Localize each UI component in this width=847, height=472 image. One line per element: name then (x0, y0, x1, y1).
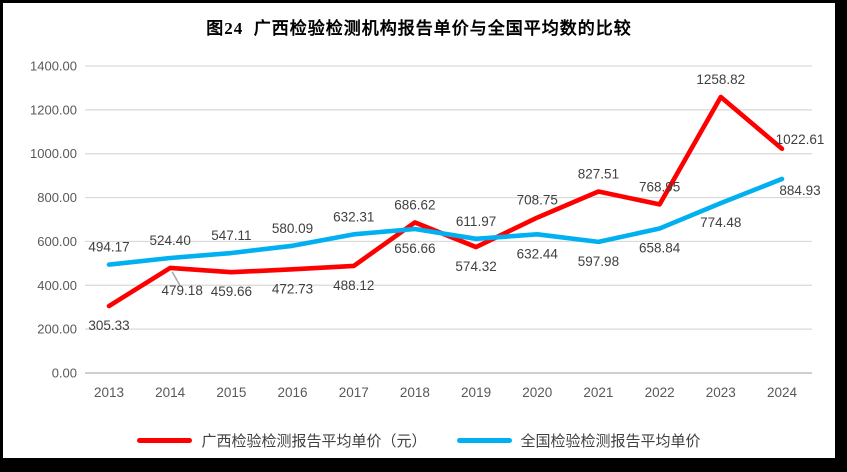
data-label-national-2017: 632.31 (333, 209, 374, 224)
legend-item-guangxi: 广西检验检测报告平均单价（元） (137, 430, 427, 451)
data-label-national-2013: 494.17 (88, 240, 129, 255)
data-label-guangxi-2019: 574.32 (455, 259, 496, 274)
x-tick-label: 2016 (278, 385, 308, 400)
data-label-guangxi-2016: 472.73 (272, 281, 313, 296)
y-tick-label: 1000.00 (30, 146, 77, 161)
data-label-guangxi-2013: 305.33 (88, 318, 129, 333)
x-tick-label: 2023 (706, 385, 736, 400)
x-tick-label: 2019 (461, 385, 491, 400)
chart-title: 图24 广西检验检测机构报告单价与全国平均数的比较 (206, 19, 632, 38)
y-tick-label: 0.00 (52, 366, 77, 381)
data-label-national-2020: 632.44 (517, 246, 559, 261)
x-tick-label: 2017 (339, 385, 369, 400)
data-label-national-2018: 656.66 (394, 241, 435, 256)
legend-label-guangxi: 广西检验检测报告平均单价（元） (201, 433, 427, 450)
data-label-guangxi-2018: 686.62 (394, 197, 435, 212)
data-label-guangxi-2015: 459.66 (211, 284, 252, 299)
series-line-guangxi (106, 94, 785, 309)
x-tick-label: 2013 (94, 385, 124, 400)
y-tick-label: 800.00 (37, 190, 77, 205)
legend-swatch-national-blue-line (456, 438, 512, 443)
data-label-guangxi-2014: 479.18 (162, 283, 203, 298)
data-label-national-2021: 597.98 (578, 254, 619, 269)
legend-swatch-guangxi-red-line (137, 438, 193, 443)
data-label-guangxi-2023: 1258.82 (696, 72, 745, 87)
data-label-national-2015: 547.11 (211, 228, 251, 243)
x-tick-label: 2020 (522, 385, 552, 400)
y-tick-label: 600.00 (37, 234, 77, 249)
x-tick-label: 2014 (155, 385, 186, 400)
data-label-guangxi-2017: 488.12 (333, 278, 374, 293)
data-label-national-2023: 774.48 (700, 215, 741, 230)
data-label-national-2016: 580.09 (272, 221, 313, 236)
x-tick-label: 2021 (583, 385, 613, 400)
data-label-national-2019: 611.97 (456, 214, 496, 229)
line-chart-plot: 0.00 200.00 400.00 600.00 800.00 1000.00 1200.… (30, 59, 825, 401)
data-label-guangxi-2022: 768.95 (639, 179, 680, 194)
y-tick-label: 400.00 (37, 278, 77, 293)
x-tick-label: 2015 (216, 385, 246, 400)
x-tick-label: 2022 (645, 385, 675, 400)
data-label-national-2024: 884.93 (779, 183, 820, 198)
x-tick-label: 2024 (767, 385, 798, 400)
label-leader-line (171, 271, 181, 287)
data-label-national-2022: 658.84 (639, 241, 681, 256)
data-label-guangxi-2021: 827.51 (578, 167, 619, 182)
y-tick-label: 1200.00 (30, 102, 77, 117)
chart-legend: 广西检验检测报告平均单价（元） 全国检验检测报告平均单价 (3, 430, 835, 451)
legend-item-national: 全国检验检测报告平均单价 (456, 430, 701, 451)
y-tick-label: 200.00 (37, 322, 77, 337)
data-label-national-2014: 524.40 (150, 233, 191, 248)
series-line-national (106, 176, 785, 267)
y-tick-label: 1400.00 (30, 59, 77, 74)
data-label-guangxi-2020: 708.75 (517, 193, 558, 208)
x-tick-label: 2018 (400, 385, 430, 400)
legend-label-national: 全国检验检测报告平均单价 (520, 433, 701, 450)
data-label-guangxi-2024: 1022.61 (776, 132, 825, 147)
